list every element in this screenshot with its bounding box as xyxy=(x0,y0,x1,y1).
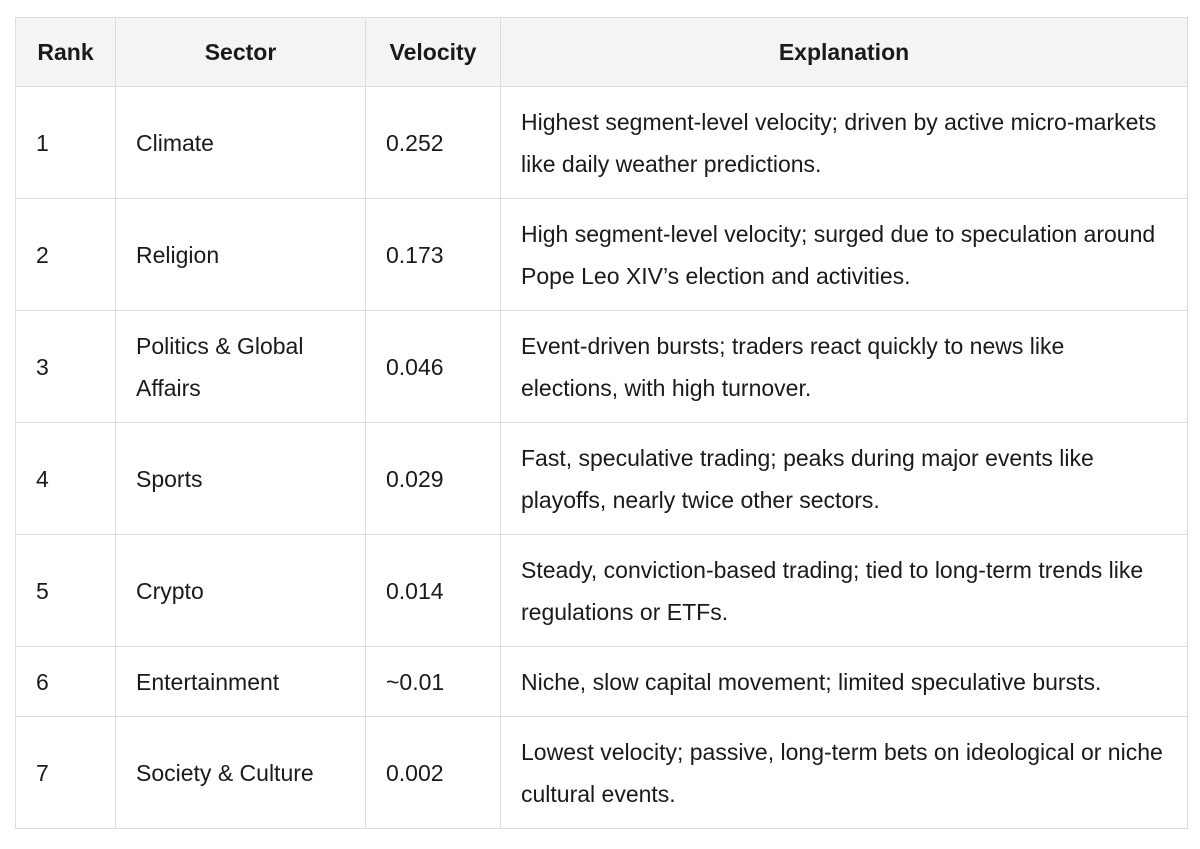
cell-rank: 3 xyxy=(15,310,116,423)
cell-explanation: Lowest velocity; passive, long-term bets… xyxy=(500,716,1188,829)
sector-velocity-table-container: Rank Sector Velocity Explanation 1 Clima… xyxy=(15,17,1188,829)
table-row: 2 Religion 0.173 High segment-level velo… xyxy=(15,198,1188,311)
column-header-sector: Sector xyxy=(115,17,366,87)
cell-sector: Entertainment xyxy=(115,646,366,717)
cell-velocity: 0.014 xyxy=(365,534,501,647)
cell-explanation: Event-driven bursts; traders react quick… xyxy=(500,310,1188,423)
cell-rank: 4 xyxy=(15,422,116,535)
cell-rank: 7 xyxy=(15,716,116,829)
sector-velocity-table: Rank Sector Velocity Explanation 1 Clima… xyxy=(15,17,1188,829)
cell-sector: Religion xyxy=(115,198,366,311)
table-header-row: Rank Sector Velocity Explanation xyxy=(15,17,1188,87)
column-header-explanation: Explanation xyxy=(500,17,1188,87)
cell-explanation: Fast, speculative trading; peaks during … xyxy=(500,422,1188,535)
cell-rank: 2 xyxy=(15,198,116,311)
cell-sector: Sports xyxy=(115,422,366,535)
cell-sector: Politics & Global Affairs xyxy=(115,310,366,423)
cell-sector: Society & Culture xyxy=(115,716,366,829)
cell-velocity: 0.252 xyxy=(365,86,501,199)
cell-velocity: ~0.01 xyxy=(365,646,501,717)
table-row: 5 Crypto 0.014 Steady, conviction-based … xyxy=(15,534,1188,647)
column-header-rank: Rank xyxy=(15,17,116,87)
cell-sector: Climate xyxy=(115,86,366,199)
table-row: 1 Climate 0.252 Highest segment-level ve… xyxy=(15,86,1188,199)
cell-sector: Crypto xyxy=(115,534,366,647)
cell-velocity: 0.046 xyxy=(365,310,501,423)
cell-explanation: Niche, slow capital movement; limited sp… xyxy=(500,646,1188,717)
table-row: 6 Entertainment ~0.01 Niche, slow capita… xyxy=(15,646,1188,717)
table-row: 4 Sports 0.029 Fast, speculative trading… xyxy=(15,422,1188,535)
cell-rank: 5 xyxy=(15,534,116,647)
cell-explanation: High segment-level velocity; surged due … xyxy=(500,198,1188,311)
cell-velocity: 0.002 xyxy=(365,716,501,829)
cell-rank: 1 xyxy=(15,86,116,199)
column-header-velocity: Velocity xyxy=(365,17,501,87)
cell-explanation: Highest segment-level velocity; driven b… xyxy=(500,86,1188,199)
table-row: 3 Politics & Global Affairs 0.046 Event-… xyxy=(15,310,1188,423)
cell-explanation: Steady, conviction-based trading; tied t… xyxy=(500,534,1188,647)
cell-rank: 6 xyxy=(15,646,116,717)
cell-velocity: 0.029 xyxy=(365,422,501,535)
cell-velocity: 0.173 xyxy=(365,198,501,311)
table-row: 7 Society & Culture 0.002 Lowest velocit… xyxy=(15,716,1188,829)
